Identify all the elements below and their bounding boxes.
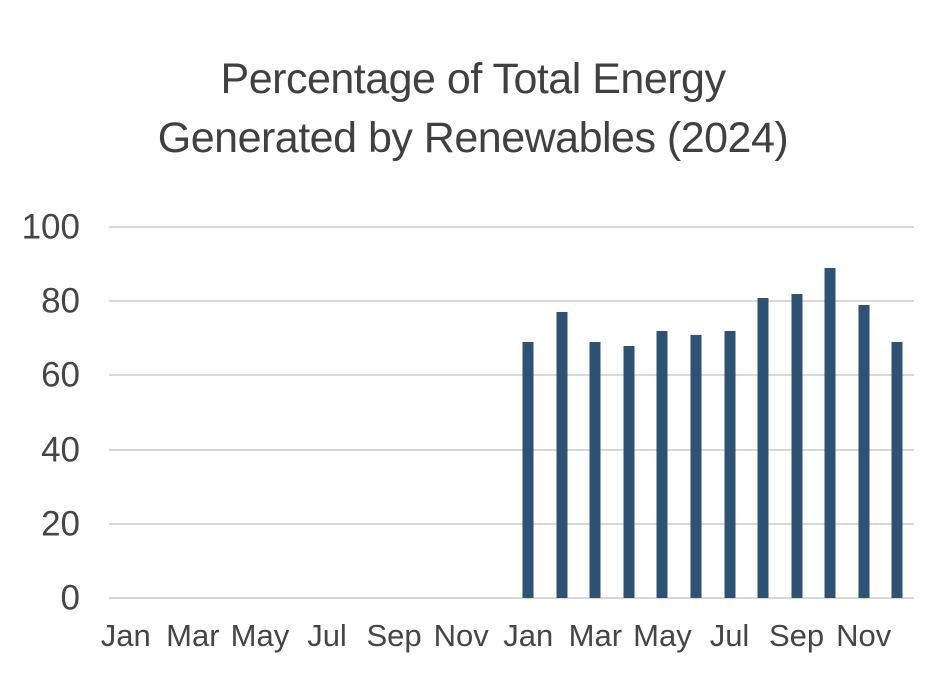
bar-jul bbox=[724, 330, 736, 598]
gridline bbox=[109, 300, 914, 303]
x-tick-label: Jan bbox=[100, 618, 151, 653]
bar-dec bbox=[891, 342, 903, 598]
bar-feb bbox=[556, 312, 568, 598]
x-tick-label: Jan bbox=[503, 618, 554, 653]
x-axis: Jan Mar May Jul Sep Nov Jan Mar May Jul Sep Nov bbox=[101, 616, 914, 660]
chart-title-line1: Percentage of Total Energy bbox=[220, 55, 726, 103]
gridline bbox=[109, 226, 914, 228]
gridline bbox=[109, 374, 914, 377]
bar-mar bbox=[589, 342, 601, 598]
bar-apr bbox=[623, 345, 635, 598]
x-tick-label: May bbox=[230, 618, 290, 653]
y-tick-label: 60 bbox=[41, 355, 80, 395]
chart-title: Percentage of Total Energy Generated by … bbox=[0, 50, 946, 168]
chart-title-line2: Generated by Renewables (2024) bbox=[157, 114, 789, 162]
x-tick-label: Jul bbox=[709, 618, 750, 653]
bar-aug bbox=[757, 297, 769, 598]
y-tick-label: 80 bbox=[41, 281, 80, 321]
x-axis-line bbox=[109, 597, 914, 599]
y-tick-label: 0 bbox=[60, 578, 80, 618]
gridline bbox=[109, 522, 914, 525]
y-tick-label: 100 bbox=[21, 207, 80, 247]
bar-jan bbox=[522, 342, 534, 598]
y-tick-label: 20 bbox=[41, 504, 80, 544]
y-tick-label: 40 bbox=[41, 430, 80, 470]
gridline bbox=[109, 448, 914, 451]
y-axis: 0 20 40 60 80 100 bbox=[0, 210, 80, 616]
bar-oct bbox=[824, 267, 836, 598]
x-tick-label: Sep bbox=[769, 618, 825, 653]
x-tick-label: Jul bbox=[307, 618, 347, 653]
x-tick-label: Nov bbox=[433, 618, 489, 653]
bar-jun bbox=[690, 334, 702, 598]
bar-may bbox=[656, 330, 668, 598]
x-tick-label: Mar bbox=[568, 618, 623, 653]
plot-area bbox=[109, 226, 914, 599]
x-tick-label: Sep bbox=[366, 618, 422, 653]
x-tick-label: May bbox=[633, 618, 692, 653]
bar-nov bbox=[858, 304, 870, 598]
x-tick-label: Nov bbox=[836, 618, 892, 653]
bar-sep bbox=[791, 293, 803, 598]
x-tick-label: Mar bbox=[166, 618, 220, 653]
